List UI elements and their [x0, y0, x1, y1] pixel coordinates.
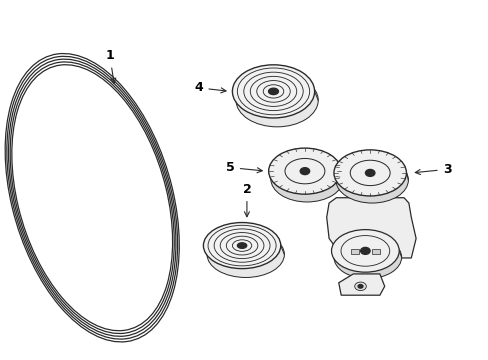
Text: 2: 2: [242, 183, 251, 217]
Polygon shape: [338, 274, 384, 295]
Circle shape: [300, 168, 309, 175]
Ellipse shape: [232, 65, 314, 118]
Polygon shape: [326, 198, 415, 258]
Ellipse shape: [335, 157, 407, 203]
Circle shape: [357, 284, 362, 288]
Ellipse shape: [236, 74, 318, 127]
Ellipse shape: [333, 150, 406, 196]
Text: 3: 3: [414, 163, 450, 176]
Circle shape: [360, 247, 369, 255]
Ellipse shape: [268, 88, 278, 95]
Text: 5: 5: [225, 161, 262, 174]
Text: 4: 4: [194, 81, 225, 94]
Ellipse shape: [333, 236, 401, 279]
FancyBboxPatch shape: [350, 249, 358, 254]
Ellipse shape: [206, 231, 284, 278]
Ellipse shape: [331, 230, 398, 272]
Ellipse shape: [270, 156, 343, 202]
Ellipse shape: [237, 243, 246, 248]
Text: 1: 1: [105, 49, 116, 83]
Circle shape: [354, 282, 366, 291]
Ellipse shape: [268, 148, 341, 194]
Circle shape: [365, 170, 374, 176]
FancyBboxPatch shape: [371, 249, 379, 254]
Ellipse shape: [203, 222, 280, 269]
